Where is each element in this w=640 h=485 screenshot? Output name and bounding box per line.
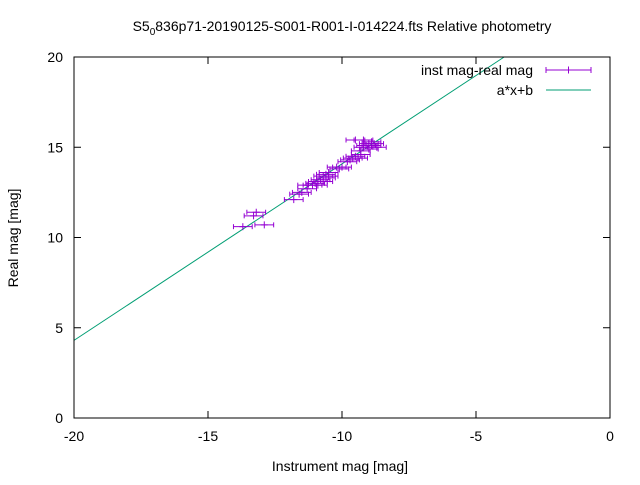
data-point [291, 188, 312, 196]
x-tick-label: -10 [332, 428, 352, 444]
chart-title-main: S5 [133, 18, 150, 34]
y-tick-label: 10 [47, 230, 63, 246]
legend: inst mag-real mag a*x+b [421, 62, 592, 98]
y-tick-label: 15 [47, 139, 63, 155]
x-axis-label: Instrument mag [mag] [272, 458, 408, 474]
x-tick-label: 0 [606, 428, 614, 444]
data-point [232, 223, 253, 231]
data-point [246, 208, 267, 216]
legend-label-line: a*x+b [497, 82, 533, 98]
data-point [350, 147, 371, 155]
data-point [254, 221, 275, 229]
chart-title: S50836p71-20190125-S001-R001-I-014224.ft… [133, 18, 552, 38]
data-point [318, 172, 339, 180]
plot-frame [73, 56, 611, 419]
y-tick-label: 5 [55, 320, 63, 336]
data-points-series [232, 136, 387, 231]
data-point [348, 154, 368, 162]
data-point [283, 196, 304, 204]
x-tick-label: -15 [198, 428, 218, 444]
y-tick-label: 0 [55, 410, 63, 426]
chart-title-subscript: 0 [150, 27, 156, 38]
data-point [361, 138, 382, 146]
data-point [358, 145, 379, 153]
legend-sample-points [545, 66, 592, 74]
legend-label-points: inst mag-real mag [421, 62, 533, 78]
fit-line-series [73, 56, 505, 341]
y-axis-label: Real mag [mag] [5, 189, 21, 288]
axis-ticks: -20 -15 -10 -5 0 0 5 10 15 20 [47, 49, 614, 444]
y-tick-label: 20 [47, 49, 63, 65]
data-point [243, 212, 264, 220]
fit-line [73, 56, 505, 341]
data-point [353, 136, 374, 144]
data-point [366, 143, 387, 151]
chart-title-rest: 836p71-20190125-S001-R001-I-014224.fts R… [155, 18, 551, 34]
data-point [332, 163, 352, 171]
x-tick-label: -5 [470, 428, 483, 444]
x-tick-label: -20 [64, 428, 84, 444]
data-point [308, 181, 328, 189]
